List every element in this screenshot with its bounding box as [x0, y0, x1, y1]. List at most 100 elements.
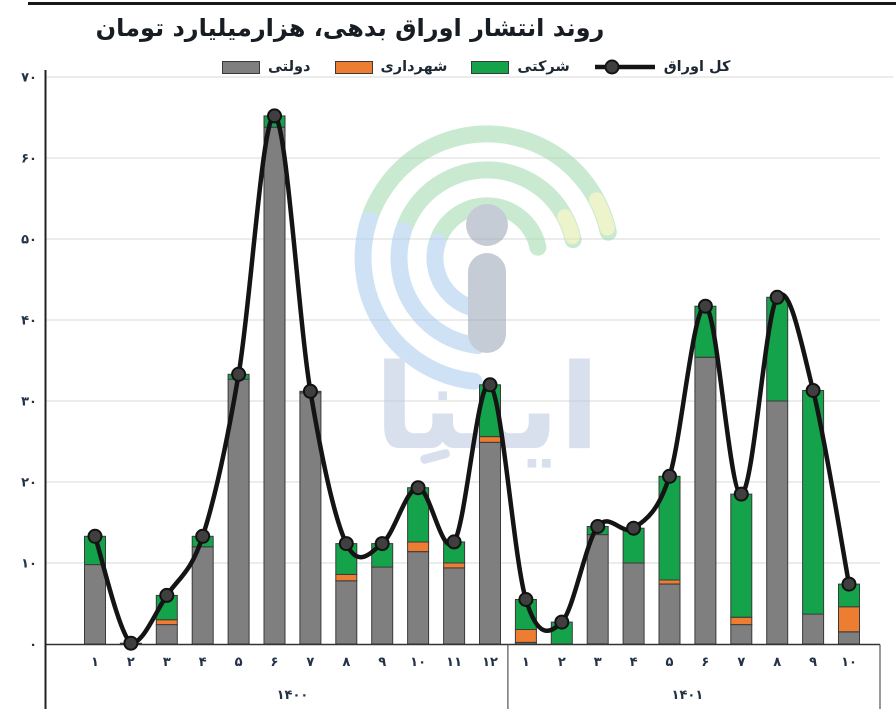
total-marker-9 [374, 536, 390, 552]
total-marker-12 [482, 377, 498, 393]
month-label-1401-۹: ۹ [809, 655, 817, 670]
ibena-watermark: ایبنا [354, 125, 617, 476]
chart-title: روند انتشار اوراق بدهی، هزارمیلیارد توما… [95, 14, 605, 42]
legend-item-total: کل اوراق [594, 59, 731, 75]
month-label-1400-۶: ۶ [271, 655, 279, 670]
total-marker-7 [302, 383, 318, 399]
month-label-1400-۵: ۵ [235, 655, 243, 670]
bar-government-3 [155, 624, 178, 645]
month-label-1401-۷: ۷ [737, 655, 745, 670]
total-marker-22 [841, 576, 857, 592]
bar-government-10 [407, 551, 430, 645]
month-label-1400-۱: ۱ [91, 655, 99, 670]
watermark-arc-yellow-1 [557, 209, 580, 245]
bar-government-12 [479, 441, 501, 645]
bar-government-19 [730, 624, 753, 645]
legend-label-total: کل اوراق [663, 59, 731, 75]
total-marker-15 [590, 519, 606, 534]
top-border-rule [28, 2, 896, 5]
y-tick-label-10: ۱۰ [21, 557, 37, 572]
total-line-marker [594, 59, 655, 75]
watermark-arc-yellow-2 [589, 192, 615, 236]
month-label-1400-۸: ۸ [342, 655, 350, 670]
bar-government-17 [658, 583, 681, 645]
total-marker-1 [87, 528, 103, 544]
watermark-arc-green-3 [357, 125, 617, 241]
watermark-diacritic [420, 449, 450, 464]
month-label-1401-۵: ۵ [666, 655, 674, 670]
total-marker-8 [338, 536, 354, 552]
total-marker-19 [733, 486, 749, 502]
bar-government-16 [622, 562, 645, 645]
chart-legend: دولتی شهرداری شرکتی کل اوراق [222, 56, 730, 78]
government-swatch [222, 60, 260, 74]
month-label-1400-۱۰: ۱۰ [410, 655, 426, 670]
watermark-arc-green-2 [392, 161, 582, 249]
month-label-1401-۸: ۸ [773, 655, 781, 670]
total-marker-17 [662, 468, 677, 484]
bar-corporate-19 [730, 493, 753, 618]
y-tick-label-40: ۴۰ [21, 314, 37, 329]
bar-government-8 [335, 580, 358, 645]
corporate-swatch [471, 60, 510, 74]
bar-government-22 [838, 631, 860, 645]
bar-government-9 [371, 566, 394, 645]
y-tick-label-60: ۶۰ [21, 152, 37, 167]
month-label-1401-۱۰: ۱۰ [841, 655, 857, 670]
month-label-1400-۹: ۹ [378, 655, 386, 670]
bar-municipal-19 [730, 616, 753, 626]
legend-item-municipal: شهرداری [334, 59, 447, 75]
bar-municipal-3 [155, 619, 178, 626]
total-marker-16 [626, 520, 642, 536]
bar-government-1 [84, 564, 106, 645]
bar-government-6 [263, 126, 286, 645]
bar-government-4 [191, 546, 214, 645]
month-label-1400-۲: ۲ [127, 655, 135, 670]
total-marker-11 [446, 534, 462, 550]
bar-municipal-8 [335, 573, 358, 582]
y-tick-label-30: ۳۰ [21, 395, 37, 410]
bar-government-20 [766, 400, 789, 645]
total-marker-13 [518, 592, 534, 607]
total-marker-2 [123, 635, 139, 651]
bar-government-11 [443, 567, 466, 645]
bar-municipal-11 [443, 562, 466, 569]
total-marker-10 [410, 480, 426, 496]
month-label-1401-۴: ۴ [630, 655, 638, 670]
month-label-1400-۱۱: ۱۱ [446, 655, 462, 670]
watermark-arc-blue-2 [390, 222, 487, 354]
total-marker-4 [195, 528, 211, 544]
month-label-1401-۶: ۶ [701, 655, 709, 670]
bar-municipal-13 [514, 628, 537, 643]
month-label-1400-۴: ۴ [199, 655, 207, 670]
legend-label-government: دولتی [268, 59, 311, 75]
total-marker-14 [554, 614, 570, 630]
bar-corporate-20 [766, 296, 789, 402]
y-tick-label-0: ۰ [29, 638, 37, 653]
bar-government-21 [802, 613, 825, 645]
y-tick-label-70: ۷۰ [21, 71, 37, 86]
legend-label-corporate: شرکتی [517, 59, 570, 75]
total-marker-3 [159, 587, 175, 603]
bar-municipal-12 [479, 436, 501, 443]
municipal-swatch [334, 60, 373, 74]
bar-municipal-17 [658, 579, 681, 585]
month-label-1401-۳: ۳ [594, 655, 602, 670]
legend-item-government: دولتی [222, 59, 311, 75]
watermark-arc-blue-3 [354, 211, 483, 390]
bar-government-15 [586, 534, 609, 645]
year-label-1401: ۱۴۰۱ [672, 688, 704, 703]
watermark-person-head [466, 204, 508, 246]
month-label-1400-۳: ۳ [163, 655, 171, 670]
total-marker-6 [267, 108, 282, 124]
bar-government-18 [694, 356, 717, 645]
y-tick-label-20: ۲۰ [21, 476, 37, 491]
month-label-1401-۲: ۲ [558, 655, 566, 670]
total-marker-5 [231, 366, 247, 382]
total-marker-21 [805, 383, 821, 398]
month-label-1400-۱۲: ۱۲ [482, 655, 498, 670]
month-label-1401-۱: ۱ [522, 655, 530, 670]
gridlines-layer [45, 76, 893, 564]
